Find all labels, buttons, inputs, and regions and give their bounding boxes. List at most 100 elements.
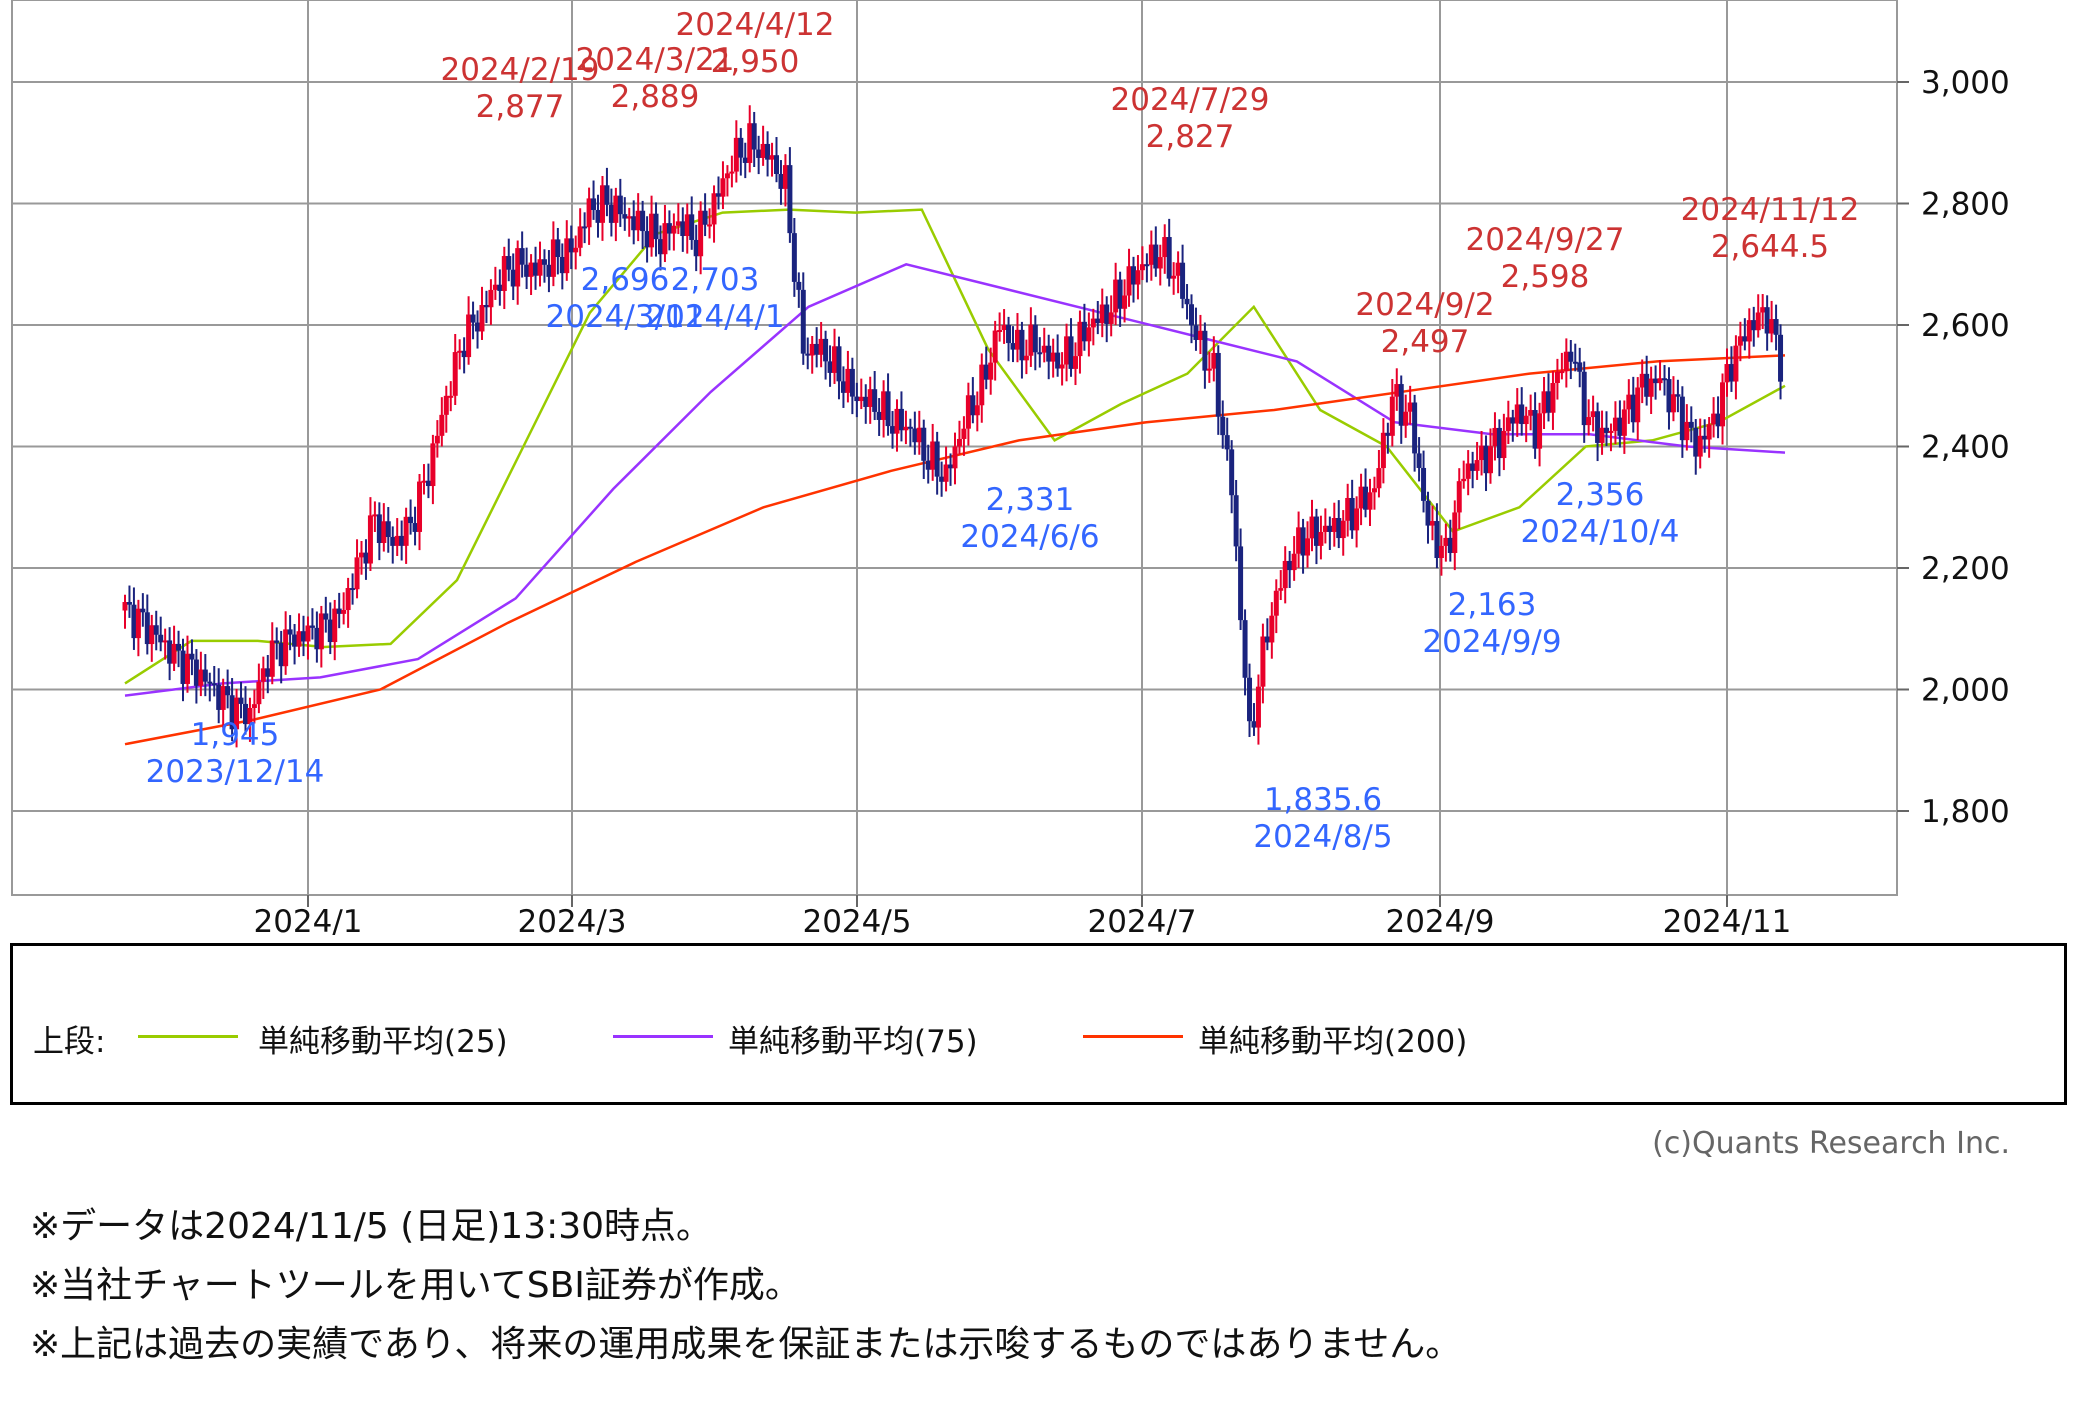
candle-body	[1282, 560, 1288, 589]
candle-body	[1563, 351, 1569, 372]
candle-body	[399, 535, 405, 546]
candle-body	[1077, 321, 1083, 357]
candle-body	[1126, 266, 1132, 296]
candle-body	[1621, 409, 1627, 436]
candle-body	[1242, 620, 1248, 678]
candle-body	[1189, 304, 1195, 326]
candle-body	[269, 640, 275, 677]
candle-body	[448, 395, 454, 398]
candle-body	[1385, 432, 1391, 436]
legend-prefix: 上段:	[33, 1024, 106, 1060]
candle-body	[1733, 345, 1739, 382]
candle-body	[207, 681, 213, 684]
y-tick-label: 2,600	[1921, 308, 2010, 344]
candle-body	[702, 210, 708, 225]
candle-body	[506, 256, 512, 270]
candle-body	[1135, 270, 1141, 285]
candle-body	[1206, 368, 1212, 371]
candle-body	[657, 239, 663, 255]
candle-body	[577, 226, 583, 248]
candle-body	[863, 396, 869, 407]
candle-body	[354, 557, 360, 590]
low-date-label: 2024/9/9	[1422, 624, 1561, 660]
x-tick-label: 2024/1	[253, 904, 362, 940]
candle-body	[1309, 516, 1315, 539]
candle-body	[350, 588, 356, 591]
candle-body	[541, 259, 547, 265]
candle-body	[1483, 445, 1489, 474]
candle-body	[622, 214, 628, 219]
candle-body	[595, 209, 601, 223]
candle-body	[1510, 417, 1516, 424]
candle-body	[1702, 435, 1708, 440]
candle-body	[443, 395, 449, 415]
high-date-label: 2024/11/12	[1681, 192, 1860, 228]
candle-body	[965, 395, 971, 429]
candle-body	[1452, 512, 1458, 554]
candle-body	[724, 173, 730, 179]
candle-body	[555, 239, 561, 257]
candle-body	[729, 171, 735, 174]
candle-body	[359, 552, 365, 558]
candle-body	[1001, 325, 1007, 331]
candle-body	[974, 405, 980, 416]
candle-body	[1367, 492, 1373, 510]
low-value-label: 2,696	[581, 262, 670, 298]
candle-body	[381, 521, 387, 543]
candle-body	[439, 414, 445, 436]
candle-body	[1184, 298, 1190, 305]
candle-body	[327, 619, 333, 643]
note-source: ※当社チャートツールを用いてSBI証券が作成。	[30, 1265, 801, 1306]
candle-body	[220, 686, 226, 710]
candle-body	[613, 195, 619, 223]
candle-body	[956, 438, 962, 447]
high-date-label: 2024/2/19	[441, 52, 600, 88]
low-value-label: 2,356	[1556, 477, 1645, 513]
candle-body	[341, 610, 347, 614]
candle-body	[238, 697, 244, 704]
candle-body	[180, 650, 186, 684]
candle-body	[747, 123, 753, 163]
candle-body	[751, 123, 757, 150]
candle-body	[827, 361, 833, 373]
high-value-label: 2,889	[611, 79, 700, 115]
candle-body	[1162, 237, 1168, 258]
candle-body	[845, 368, 851, 393]
candle-body	[765, 143, 771, 160]
candle-body	[1327, 525, 1333, 532]
candle-body	[1331, 518, 1337, 532]
candle-body	[247, 707, 253, 725]
candle-body	[501, 256, 507, 291]
candle-body	[849, 368, 855, 397]
candle-body	[1751, 320, 1757, 331]
candle-body	[631, 216, 637, 231]
candle-body	[184, 653, 190, 684]
candle-body	[1104, 304, 1110, 324]
candle-body	[1144, 264, 1150, 267]
candle-body	[1514, 404, 1520, 424]
candle-body	[591, 198, 597, 210]
candle-body	[1608, 430, 1614, 433]
candle-body	[149, 625, 155, 645]
candle-body	[890, 426, 896, 434]
x-tick-label: 2024/3	[517, 904, 626, 940]
candle-body	[1487, 446, 1493, 474]
candle-body	[1318, 531, 1324, 546]
candle-body	[1014, 329, 1020, 350]
low-date-label: 2024/10/4	[1521, 514, 1680, 550]
candle-body	[323, 613, 329, 620]
candle-body	[274, 640, 280, 643]
legend-line-ma200	[1083, 1035, 1183, 1038]
candle-body	[417, 481, 423, 532]
candle-body	[1371, 488, 1377, 493]
candle-body	[840, 381, 846, 393]
candle-body	[1349, 497, 1355, 531]
candle-body	[1724, 364, 1730, 383]
low-value-label: 1,835.6	[1264, 782, 1382, 818]
candle-body	[1229, 449, 1235, 496]
candle-body	[715, 193, 721, 197]
candle-body	[1528, 410, 1534, 416]
candle-body	[1688, 421, 1694, 428]
candle-body	[1336, 518, 1342, 539]
candle-body	[1599, 427, 1605, 443]
